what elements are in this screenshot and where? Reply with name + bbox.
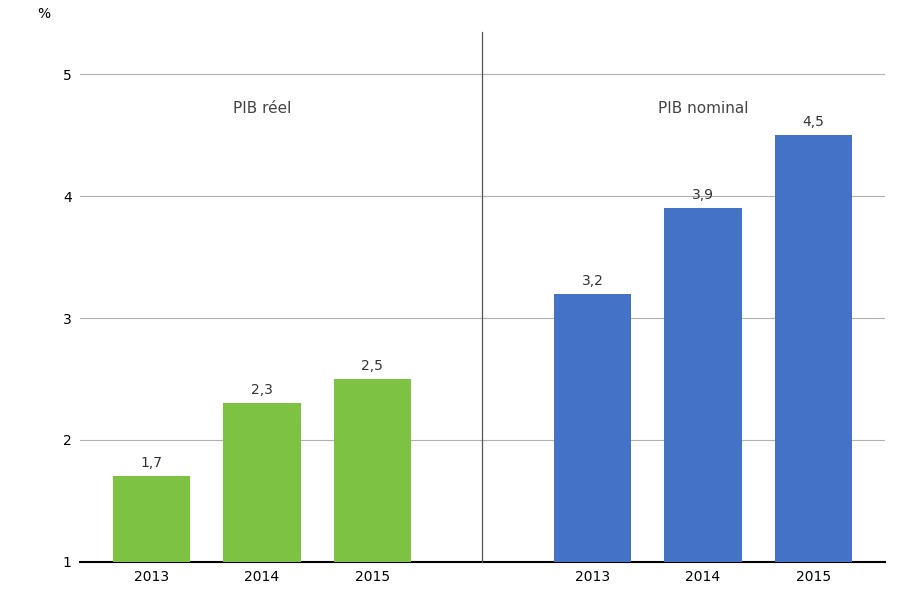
Text: 3,9: 3,9 — [692, 188, 714, 202]
Bar — [113, 476, 190, 562]
Y-axis label: %: % — [37, 7, 50, 21]
Text: 4,5: 4,5 — [803, 115, 824, 129]
Text: PIB nominal: PIB nominal — [658, 101, 748, 116]
Text: 2,3: 2,3 — [251, 383, 273, 397]
Text: 2,5: 2,5 — [361, 359, 383, 373]
Bar — [334, 379, 410, 562]
Bar — [664, 208, 742, 562]
Text: 3,2: 3,2 — [581, 274, 604, 288]
Bar — [554, 294, 632, 562]
Bar — [775, 135, 852, 562]
Text: PIB réel: PIB réel — [233, 101, 291, 116]
Bar — [223, 403, 301, 562]
Text: 1,7: 1,7 — [140, 456, 163, 470]
